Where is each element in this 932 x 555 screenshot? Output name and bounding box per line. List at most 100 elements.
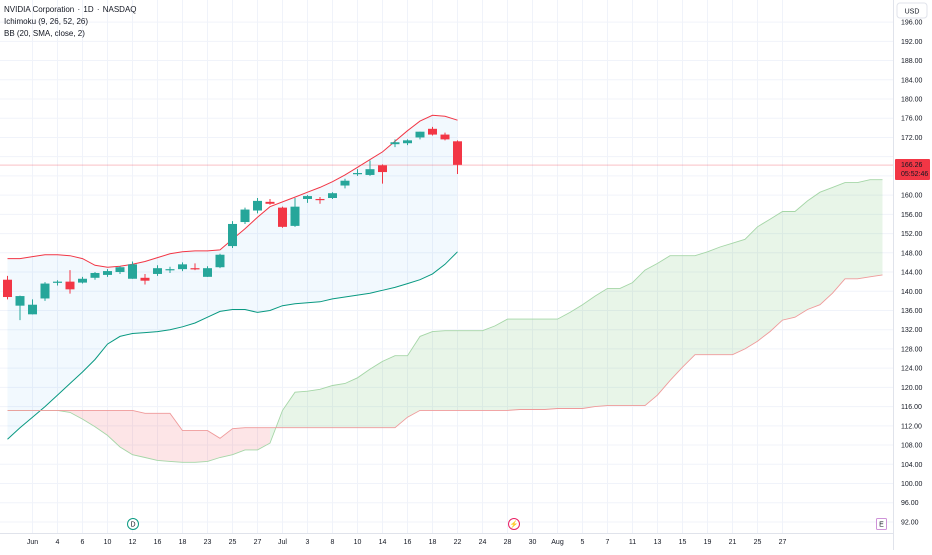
time-tick-label: 21 (729, 539, 737, 546)
earnings-marker[interactable]: ⚡ (508, 518, 520, 530)
time-tick-label: 5 (581, 539, 585, 546)
candle (253, 198, 262, 214)
cloud-segment-bullish (857, 179, 870, 279)
candle-body (15, 296, 25, 306)
price-tick-label: 176.00 (901, 116, 923, 123)
time-tick-label: 30 (529, 539, 537, 546)
candle-body (365, 169, 375, 175)
cloud-segment-bullish (595, 288, 608, 407)
candle-body (53, 281, 62, 283)
candle (415, 131, 425, 140)
symbol-line[interactable]: NVIDIA Corporation · 1D · NASDAQ (4, 5, 137, 14)
price-tick-label: 192.00 (901, 39, 923, 46)
candle-body (215, 254, 225, 268)
candle (90, 272, 100, 280)
symbol-name[interactable]: NVIDIA Corporation (4, 5, 75, 14)
time-tick-label: Jun (27, 539, 38, 546)
ichimoku-legend[interactable]: Ichimoku (9, 26, 52, 26) (4, 17, 89, 26)
cloud-segment-bullish (482, 325, 495, 411)
cloud-segment-bullish (845, 182, 858, 279)
price-tick-label: 156.00 (901, 212, 923, 219)
candle (153, 265, 162, 276)
candle-body (428, 128, 437, 135)
candle-body (440, 134, 450, 140)
time-tick-label: 22 (454, 539, 462, 546)
time-tick-label: 25 (754, 539, 762, 546)
currency-button[interactable] (896, 2, 928, 19)
time-tick-label: 14 (379, 539, 387, 546)
cloud-segment-bearish (195, 430, 208, 463)
candle (190, 263, 200, 271)
cloud-segment-bearish (170, 413, 183, 463)
candle (440, 132, 450, 141)
cloud-segment-bullish (457, 330, 470, 411)
candle (165, 266, 175, 273)
price-tick-label: 188.00 (901, 58, 923, 65)
economic-event-marker[interactable]: E (876, 518, 887, 530)
cloud-segment-bullish (620, 282, 633, 406)
candle-body (328, 193, 337, 199)
time-tick-label: 19 (704, 539, 712, 546)
cloud-segment-bullish (645, 263, 658, 406)
cloud-segment-bullish (470, 330, 483, 411)
candle (428, 126, 437, 136)
cloud-segment-bullish (707, 247, 720, 355)
cloud-segment-bullish (307, 389, 320, 428)
cloud-segment-bullish (370, 361, 383, 428)
candle-body (115, 267, 125, 273)
candle (15, 295, 25, 321)
candle-body (378, 165, 387, 173)
price-tick-label: 184.00 (901, 77, 923, 84)
time-tick-label: 12 (129, 539, 137, 546)
candle (365, 160, 375, 176)
cloud-segment-bullish (570, 304, 583, 409)
cloud-segment-bullish (782, 211, 795, 321)
price-tick-label: 152.00 (901, 231, 923, 238)
price-tick-label: 116.00 (901, 404, 922, 411)
candle-body (340, 180, 350, 186)
candle (228, 221, 237, 248)
cloud-segment-bearish (207, 430, 220, 462)
candle-body (3, 279, 12, 298)
candle-body (203, 268, 212, 277)
cloud-segment-bullish (832, 182, 845, 294)
candle-body (153, 268, 162, 274)
bollinger-legend[interactable]: BB (20, SMA, close, 2) (4, 29, 85, 38)
price-tick-label: 112.00 (901, 423, 922, 430)
price-tick-label: 140.00 (901, 289, 923, 296)
currency-label: USD (905, 9, 920, 16)
candle-body (453, 141, 462, 165)
dividend-marker[interactable]: D (127, 518, 139, 530)
cloud-segment-bullish (507, 319, 520, 411)
candle (315, 197, 325, 204)
candle (115, 266, 125, 274)
cloud-segment-bullish (582, 296, 595, 409)
interval-label[interactable]: 1D (83, 5, 94, 14)
candle (240, 207, 250, 224)
cloud-segment-bullish (807, 192, 820, 310)
candle (178, 262, 187, 272)
chart-legend: NVIDIA Corporation · 1D · NASDAQ Ichimok… (4, 4, 137, 40)
cloud-segment-bullish (282, 392, 295, 428)
cloud-segment-bullish (520, 319, 533, 410)
candle-body (390, 142, 400, 145)
dividend-marker-circle (127, 518, 139, 530)
cloud-segment-bullish (320, 385, 333, 428)
cloud-segment-bullish (757, 219, 770, 342)
candle-body (303, 196, 312, 199)
candle-body (165, 269, 175, 271)
cloud-segment-bullish (732, 239, 745, 355)
time-tick-label: 8 (331, 539, 335, 546)
cloud-segment-bullish (357, 369, 370, 428)
last-price-value: 166.26 (901, 162, 923, 169)
candle-body (353, 173, 362, 175)
ichimoku-span-b-line (7, 274, 883, 439)
price-tick-label: 196.00 (901, 20, 923, 27)
candle-body (28, 304, 37, 315)
candle (403, 139, 412, 146)
cloud-segment-bullish (720, 243, 733, 355)
time-tick-label: 16 (154, 539, 162, 546)
price-tick-label: 104.00 (901, 462, 923, 469)
